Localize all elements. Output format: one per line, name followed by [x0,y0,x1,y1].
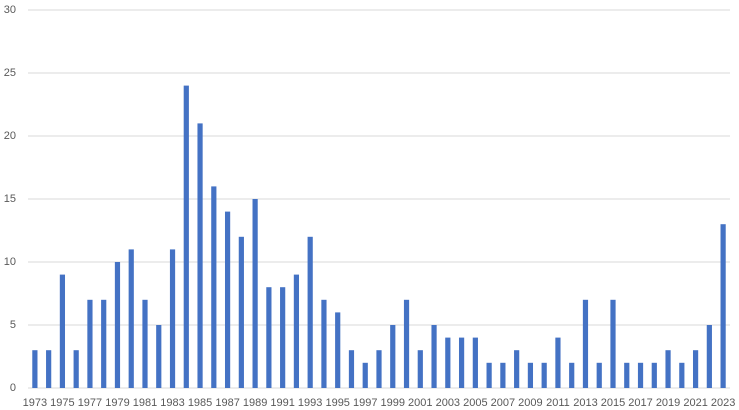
x-tick-label: 2007 [491,397,515,409]
x-tick-label: 1985 [188,397,212,409]
bar [197,123,203,389]
bar [142,299,148,388]
x-tick-label: 1981 [133,397,157,409]
bar [293,274,300,388]
bar [101,299,107,388]
bar [665,350,671,388]
x-tick-label: 1987 [215,397,239,409]
x-tick-label: 1999 [381,397,405,409]
y-tick-label: 25 [4,67,16,79]
bar [59,274,66,388]
x-tick-label: 2011 [546,397,570,409]
bar [211,186,217,388]
bar [183,85,189,388]
bar [128,249,134,388]
bar [555,337,561,388]
bar [472,337,478,388]
bar [114,262,121,388]
bar [156,325,162,388]
x-tick-label: 2015 [601,397,625,409]
x-tick-label: 2001 [408,397,432,409]
bar [610,299,616,388]
bar [431,325,437,388]
bar [252,199,258,388]
bar [32,350,38,388]
bar [651,362,657,388]
x-tick-label: 2017 [628,397,652,409]
bar [458,337,465,388]
x-tick-label: 1983 [160,397,184,409]
bar [266,287,272,388]
bar [486,362,492,388]
x-tick-label: 1993 [298,397,322,409]
bar [335,312,341,388]
bar [514,350,520,388]
x-tick-label: 1979 [105,397,129,409]
bar [582,299,589,388]
bar [390,325,396,388]
x-tick-label: 1991 [270,397,294,409]
bar [445,337,451,388]
bar [362,362,368,388]
y-tick-label: 5 [10,319,16,331]
bar [46,350,52,388]
x-tick-label: 1975 [50,397,74,409]
bar [73,350,79,388]
bar [569,362,575,388]
bar [307,236,313,388]
bar [87,299,93,388]
x-tick-label: 2005 [463,397,487,409]
bar [403,299,410,388]
bar [169,249,176,388]
bar [417,350,423,388]
bar [224,211,231,388]
x-tick-label: 1989 [243,397,267,409]
bar [321,299,327,388]
bar [720,224,726,388]
bar [706,325,712,388]
bar [527,362,534,388]
x-tick-label: 2009 [518,397,542,409]
y-tick-label: 10 [4,256,16,268]
bar [541,362,547,388]
bar [348,350,355,388]
x-tick-label: 1973 [23,397,47,409]
y-tick-label: 15 [4,193,16,205]
bar [280,287,286,388]
x-tick-label: 2013 [573,397,597,409]
bar [637,362,644,388]
bar [596,362,602,388]
x-tick-label: 1997 [353,397,377,409]
bar [692,350,699,388]
x-tick-label: 2021 [683,397,707,409]
bar [500,362,506,388]
x-tick-label: 1977 [78,397,102,409]
x-tick-label: 2003 [436,397,460,409]
bar [624,362,630,388]
x-tick-label: 1995 [325,397,349,409]
bar [679,362,685,388]
y-tick-label: 30 [4,4,16,16]
y-tick-label: 0 [10,382,16,394]
y-tick-label: 20 [4,130,16,142]
bar [238,236,244,388]
x-tick-label: 2023 [711,397,735,409]
x-tick-label: 2019 [656,397,680,409]
bar [376,350,382,388]
